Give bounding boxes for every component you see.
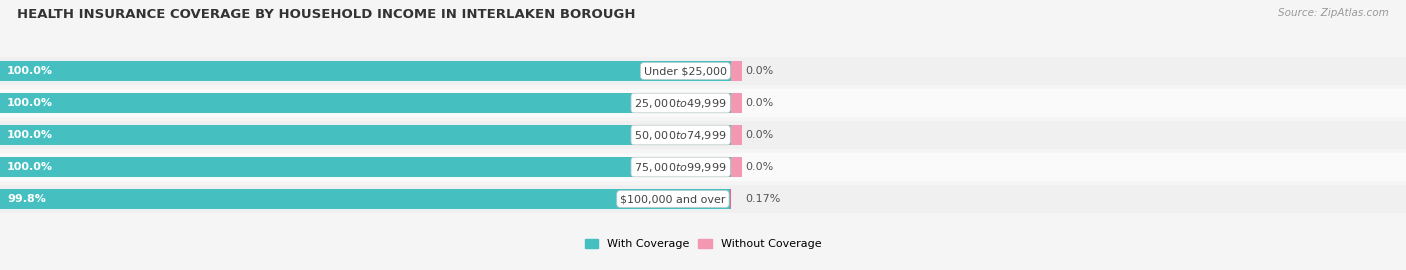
Text: $100,000 and over: $100,000 and over [620,194,725,204]
Text: 99.8%: 99.8% [7,194,46,204]
Text: $25,000 to $49,999: $25,000 to $49,999 [634,96,727,110]
Bar [0,189,731,209]
Bar [0,57,1406,85]
Bar [0,121,1406,149]
Text: $75,000 to $99,999: $75,000 to $99,999 [634,160,727,174]
Bar [731,157,742,177]
Bar [731,61,742,81]
Text: 100.0%: 100.0% [7,162,53,172]
Text: $50,000 to $74,999: $50,000 to $74,999 [634,129,727,141]
Bar [0,185,1406,213]
Text: 100.0%: 100.0% [7,130,53,140]
Bar [0,189,730,209]
Bar [0,125,731,145]
Text: Source: ZipAtlas.com: Source: ZipAtlas.com [1278,8,1389,18]
Bar [0,93,731,113]
Text: Under $25,000: Under $25,000 [644,66,727,76]
Bar [0,61,731,81]
Bar [731,93,742,113]
Text: HEALTH INSURANCE COVERAGE BY HOUSEHOLD INCOME IN INTERLAKEN BOROUGH: HEALTH INSURANCE COVERAGE BY HOUSEHOLD I… [17,8,636,21]
Bar [0,89,1406,117]
Bar [731,125,742,145]
Text: 0.0%: 0.0% [745,98,773,108]
Text: 100.0%: 100.0% [7,98,53,108]
Text: 0.0%: 0.0% [745,162,773,172]
Bar [0,125,731,145]
Text: 0.0%: 0.0% [745,130,773,140]
Bar [0,157,731,177]
Bar [0,93,731,113]
Bar [0,153,1406,181]
Text: 0.17%: 0.17% [745,194,780,204]
Legend: With Coverage, Without Coverage: With Coverage, Without Coverage [581,235,825,254]
Bar [0,157,731,177]
Text: 0.0%: 0.0% [745,66,773,76]
Bar [0,61,731,81]
Text: 100.0%: 100.0% [7,66,53,76]
